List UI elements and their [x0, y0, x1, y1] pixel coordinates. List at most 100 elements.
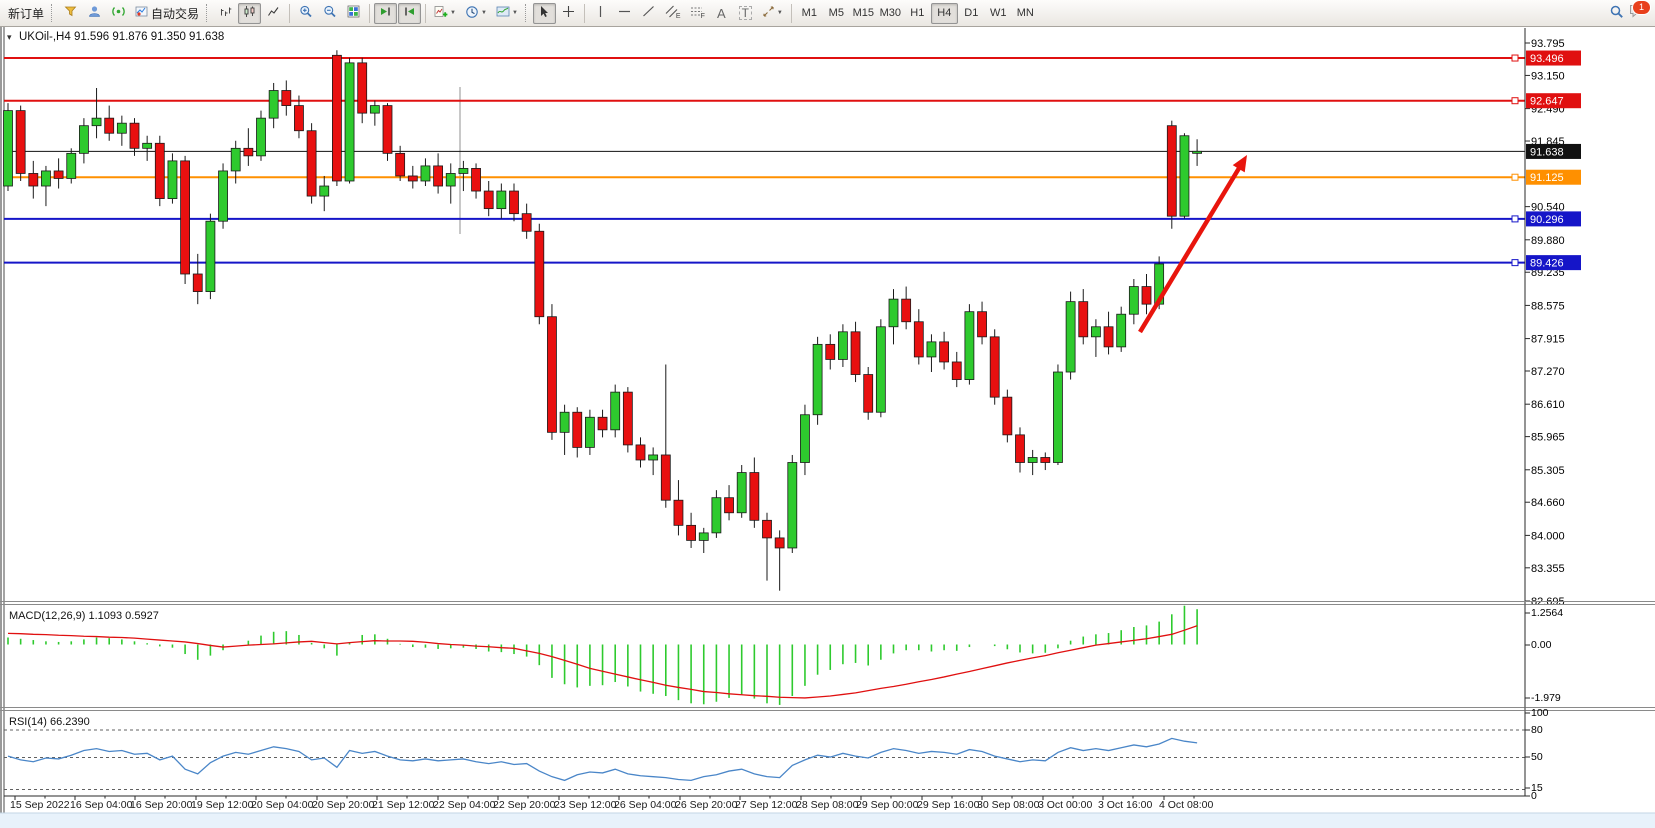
tab-timeframe-m30[interactable]: M30: [877, 3, 904, 24]
trend-arrow[interactable]: [1138, 164, 1243, 334]
trend-arrow-head[interactable]: [1232, 155, 1247, 173]
candle-body: [774, 537, 785, 549]
toolbar-group-handle[interactable]: [524, 4, 529, 22]
price-axis: 93.79593.15092.49091.84590.54089.88089.2…: [1525, 38, 1565, 608]
new-order-button[interactable]: 新订单: [4, 3, 48, 24]
notifications-button[interactable]: 1: [1629, 0, 1651, 23]
candle-body: [1116, 313, 1127, 348]
autotrading-button[interactable]: 自动交易: [131, 3, 203, 24]
line-handle[interactable]: [1511, 97, 1519, 105]
tab-timeframe-mn[interactable]: MN: [1012, 3, 1039, 24]
tile-windows-button[interactable]: [342, 3, 365, 24]
channel-letter: E: [675, 12, 681, 20]
indicators-button[interactable]: ▼: [430, 3, 460, 24]
tab-timeframe-h1[interactable]: H1: [904, 3, 931, 24]
clock-icon: [465, 5, 479, 22]
candle-body: [471, 168, 481, 192]
zoom-out-button[interactable]: [318, 3, 341, 24]
candle-body: [686, 524, 696, 541]
badge-bg: [1526, 143, 1581, 159]
candle-body: [547, 316, 557, 433]
candle-body: [129, 122, 140, 149]
candle-body: [319, 185, 330, 197]
tab-timeframe-m5[interactable]: M5: [823, 3, 850, 24]
line-handle[interactable]: [1511, 215, 1519, 223]
time-axis-label: 20 Sep 04:00: [251, 799, 314, 811]
periods-button[interactable]: ▼: [461, 3, 491, 24]
text-label-button[interactable]: T: [734, 3, 757, 24]
candle-body: [989, 336, 1000, 398]
rsi-axis-label: 100: [1531, 707, 1549, 719]
candle-body: [28, 173, 39, 187]
candle-body: [1091, 326, 1101, 338]
horizontal-line-icon: [618, 5, 631, 21]
candle-body: [3, 110, 13, 187]
price-axis-label: 89.880: [1531, 235, 1565, 247]
candle-body: [268, 90, 279, 119]
trendline-button[interactable]: [637, 3, 660, 24]
candle-body: [382, 105, 393, 154]
equidistant-channel-button[interactable]: E: [661, 3, 685, 24]
text-button[interactable]: A: [710, 3, 733, 24]
price-badge-91.125[interactable]: 91.125: [1511, 169, 1581, 185]
candle-body: [597, 416, 608, 431]
chevron-down-icon: ▼: [776, 10, 783, 16]
price-badge-91.638[interactable]: 91.638: [1526, 143, 1581, 159]
cursor-button[interactable]: [532, 2, 556, 24]
templates-button[interactable]: ▼: [492, 3, 522, 24]
candle-body: [1103, 326, 1114, 348]
macd-axis-label: -1.979: [1531, 692, 1561, 704]
candle-body: [977, 311, 987, 338]
zoom-in-icon: [299, 5, 313, 22]
candle-body: [673, 499, 684, 526]
toolbar-separator: [790, 3, 792, 23]
chevron-down-icon: ▼: [480, 10, 487, 16]
community-button[interactable]: [83, 3, 106, 24]
vertical-line-button[interactable]: [589, 3, 612, 24]
fibonacci-letter: F: [700, 12, 705, 20]
candle-body: [104, 117, 115, 134]
toolbar-group-handle[interactable]: [206, 4, 210, 22]
search-icon: [1610, 5, 1624, 22]
line-handle[interactable]: [1511, 173, 1519, 181]
horizontal-line-button[interactable]: [613, 3, 636, 24]
price-axis-label: 90.540: [1531, 202, 1565, 214]
line-handle[interactable]: [1511, 259, 1519, 267]
price-badge-93.496[interactable]: 93.496: [1511, 50, 1581, 66]
candle-body: [496, 190, 507, 210]
tab-timeframe-h4[interactable]: H4: [930, 2, 958, 24]
price-badge-89.426[interactable]: 89.426: [1511, 255, 1581, 271]
auto-scroll-button[interactable]: [374, 2, 398, 24]
price-badge-92.647[interactable]: 92.647: [1511, 93, 1581, 109]
candle-body: [1053, 371, 1063, 463]
toolbar-group-handle[interactable]: [51, 4, 55, 22]
search-button[interactable]: [1605, 3, 1628, 24]
time-axis-label: 30 Sep 08:00: [977, 799, 1040, 811]
crosshair-button[interactable]: [557, 3, 580, 24]
rsi-axis-label: 0: [1531, 790, 1537, 802]
bar-chart-button[interactable]: [214, 3, 237, 24]
candle-body: [660, 454, 671, 501]
price-axis-label: 85.305: [1531, 465, 1565, 477]
price-badge-90.296[interactable]: 90.296: [1511, 211, 1581, 227]
tab-timeframe-d1[interactable]: D1: [958, 3, 985, 24]
signals-button[interactable]: [107, 3, 130, 24]
fibonacci-button[interactable]: F: [686, 3, 709, 24]
line-chart-button[interactable]: [262, 3, 285, 24]
tab-timeframe-m1[interactable]: M1: [796, 3, 823, 24]
candle-body: [1179, 135, 1190, 217]
candle-body: [281, 90, 292, 106]
candle-body: [1015, 434, 1025, 463]
chart-shift-button[interactable]: [398, 2, 422, 24]
zoom-in-button[interactable]: [294, 3, 317, 24]
tab-timeframe-m15[interactable]: M15: [850, 3, 877, 24]
candlestick-chart-button[interactable]: [238, 2, 262, 24]
candle-body: [736, 472, 747, 514]
time-axis-label: 16 Sep 20:00: [130, 799, 193, 811]
tab-timeframe-w1[interactable]: W1: [985, 3, 1012, 24]
line-handle[interactable]: [1511, 54, 1519, 62]
candlestick-icon: [243, 5, 256, 21]
wizard-button[interactable]: [59, 3, 82, 24]
arrows-button[interactable]: ▼: [758, 3, 787, 24]
